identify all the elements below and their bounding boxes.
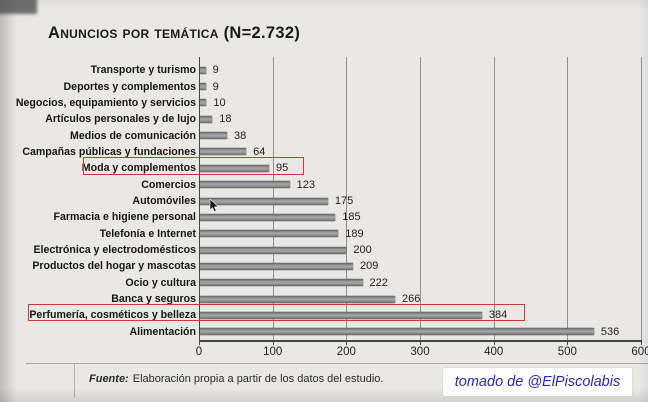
x-tick-100: [272, 341, 274, 345]
category-label: Deportes y complementos: [63, 80, 196, 93]
bar: [200, 164, 269, 172]
gridline-600: [641, 57, 642, 340]
page-margin-line: [74, 364, 75, 398]
category-label: Moda y complementos: [81, 162, 196, 175]
category-label: Comercios: [141, 178, 196, 191]
category-label: Alimentación: [129, 325, 196, 338]
bar-value-label: 10: [213, 96, 226, 109]
category-label: Productos del hogar y mascotas: [32, 260, 196, 273]
category-label: Artículos personales y de lujo: [45, 113, 196, 126]
bar: [200, 181, 290, 189]
photo-corner-shadow: [0, 0, 37, 14]
x-tick-label-600: 600: [631, 346, 648, 358]
category-label: Farmacia e higiene personal: [53, 211, 196, 224]
bar: [200, 328, 594, 336]
x-tick-label-0: 0: [195, 346, 203, 358]
bar: [200, 197, 328, 205]
source-note: Fuente: Elaboración propia a partir de lo…: [89, 373, 383, 385]
bar: [200, 262, 353, 270]
x-tick-label-100: 100: [263, 346, 283, 358]
gridline-200: [346, 57, 348, 340]
category-label: Campañas públicas y fundaciones: [22, 145, 196, 158]
x-tick-label-500: 500: [557, 346, 577, 358]
category-label: Perfumería, cosméticos y belleza: [29, 309, 196, 322]
bar-value-label: 18: [219, 113, 232, 126]
bar: [200, 99, 207, 107]
x-tick-600: [641, 341, 642, 345]
gridline-300: [420, 57, 421, 340]
bar: [200, 148, 247, 156]
bar: [200, 83, 206, 91]
source-text: Elaboración propia a partir de los datos…: [132, 373, 384, 385]
bar: [200, 246, 347, 254]
bar-value-label: 189: [345, 227, 364, 240]
gridline-500: [567, 57, 569, 340]
x-tick-label-400: 400: [484, 346, 504, 358]
bar-value-label: 209: [359, 260, 379, 273]
bar: [200, 295, 395, 303]
category-label: Telefonía e Internet: [99, 227, 196, 240]
y-axis-line: [199, 57, 201, 340]
category-label: Banca y seguros: [111, 293, 196, 306]
bar: [200, 311, 482, 319]
bar-value-label: 95: [275, 162, 289, 175]
bar-value-label: 175: [334, 195, 354, 207]
gridline-400: [493, 57, 495, 340]
category-label: Automóviles: [132, 195, 196, 207]
category-label: Negocios, equipamiento y servicios: [15, 96, 196, 109]
x-tick-300: [420, 341, 421, 345]
watermark-text: tomado de @ElPiscolabis: [454, 374, 621, 390]
category-label: Ocio y cultura: [125, 276, 196, 289]
mouse-cursor-icon: [209, 199, 219, 212]
highlight-box-perfumeria-cosmeticos-y-belleza: [28, 304, 525, 321]
bar-value-label: 384: [488, 309, 508, 322]
x-tick-200: [346, 341, 348, 345]
x-tick-label-200: 200: [336, 346, 356, 358]
footer-divider-line: [26, 363, 648, 364]
bar-value-label: 38: [233, 129, 247, 142]
bar: [200, 132, 227, 140]
bar-value-label: 222: [369, 276, 388, 289]
bar-value-label: 185: [342, 211, 361, 224]
bar-value-label: 9: [212, 64, 219, 77]
bar: [200, 115, 213, 123]
bar: [200, 66, 206, 74]
x-tick-400: [493, 341, 495, 345]
category-label: Transporte y turismo: [90, 64, 196, 77]
x-tick-500: [567, 341, 569, 345]
watermark-box: tomado de @ElPiscolabis: [443, 368, 632, 396]
source-label: Fuente:: [89, 373, 129, 385]
bar-value-label: 200: [353, 244, 372, 257]
bar-value-label: 9: [212, 80, 219, 93]
bar-value-label: 64: [253, 145, 266, 158]
bar: [200, 213, 336, 221]
x-axis-line: [199, 340, 642, 342]
category-label: Electrónica y electrodomésticos: [33, 244, 196, 257]
bar-value-label: 536: [600, 325, 620, 338]
bar-value-label: 123: [296, 178, 315, 191]
x-tick-label-300: 300: [410, 346, 430, 358]
chart-title: Anuncios por temática (N=2.732): [48, 24, 301, 42]
highlight-box-moda-y-complementos: [83, 157, 304, 175]
bar-value-label: 266: [401, 293, 421, 306]
bar: [200, 230, 339, 238]
category-label: Medios de comunicación: [70, 129, 196, 142]
bar: [200, 279, 363, 287]
x-tick-0: [199, 341, 200, 345]
